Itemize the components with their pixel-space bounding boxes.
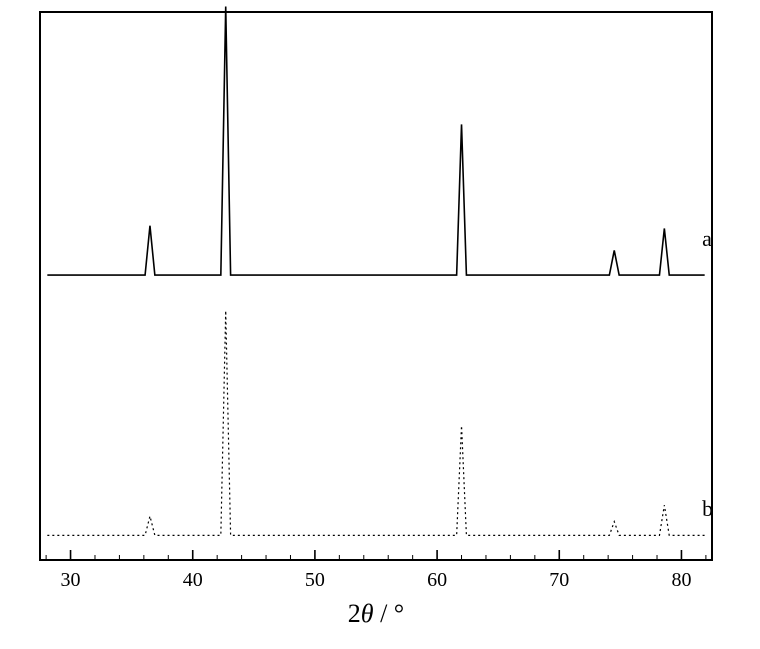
series-label-a: a [702, 226, 712, 251]
series-label-b: b [702, 496, 713, 521]
xaxis-tick-label: 50 [305, 569, 325, 591]
xaxis-tick-label: 70 [549, 569, 569, 591]
xaxis-tick-label: 60 [427, 569, 447, 591]
xaxis-tick-label: 30 [61, 569, 81, 591]
xrd-chart: 30 40 50 60 70 80 2θ / ° a b [0, 0, 760, 649]
xaxis-tick-label: 40 [183, 569, 203, 591]
xaxis-tick-label: 80 [671, 569, 691, 591]
xrd-svg: 30 40 50 60 70 80 2θ / ° a b [0, 0, 760, 649]
xaxis-label: 2θ / ° [348, 599, 404, 628]
